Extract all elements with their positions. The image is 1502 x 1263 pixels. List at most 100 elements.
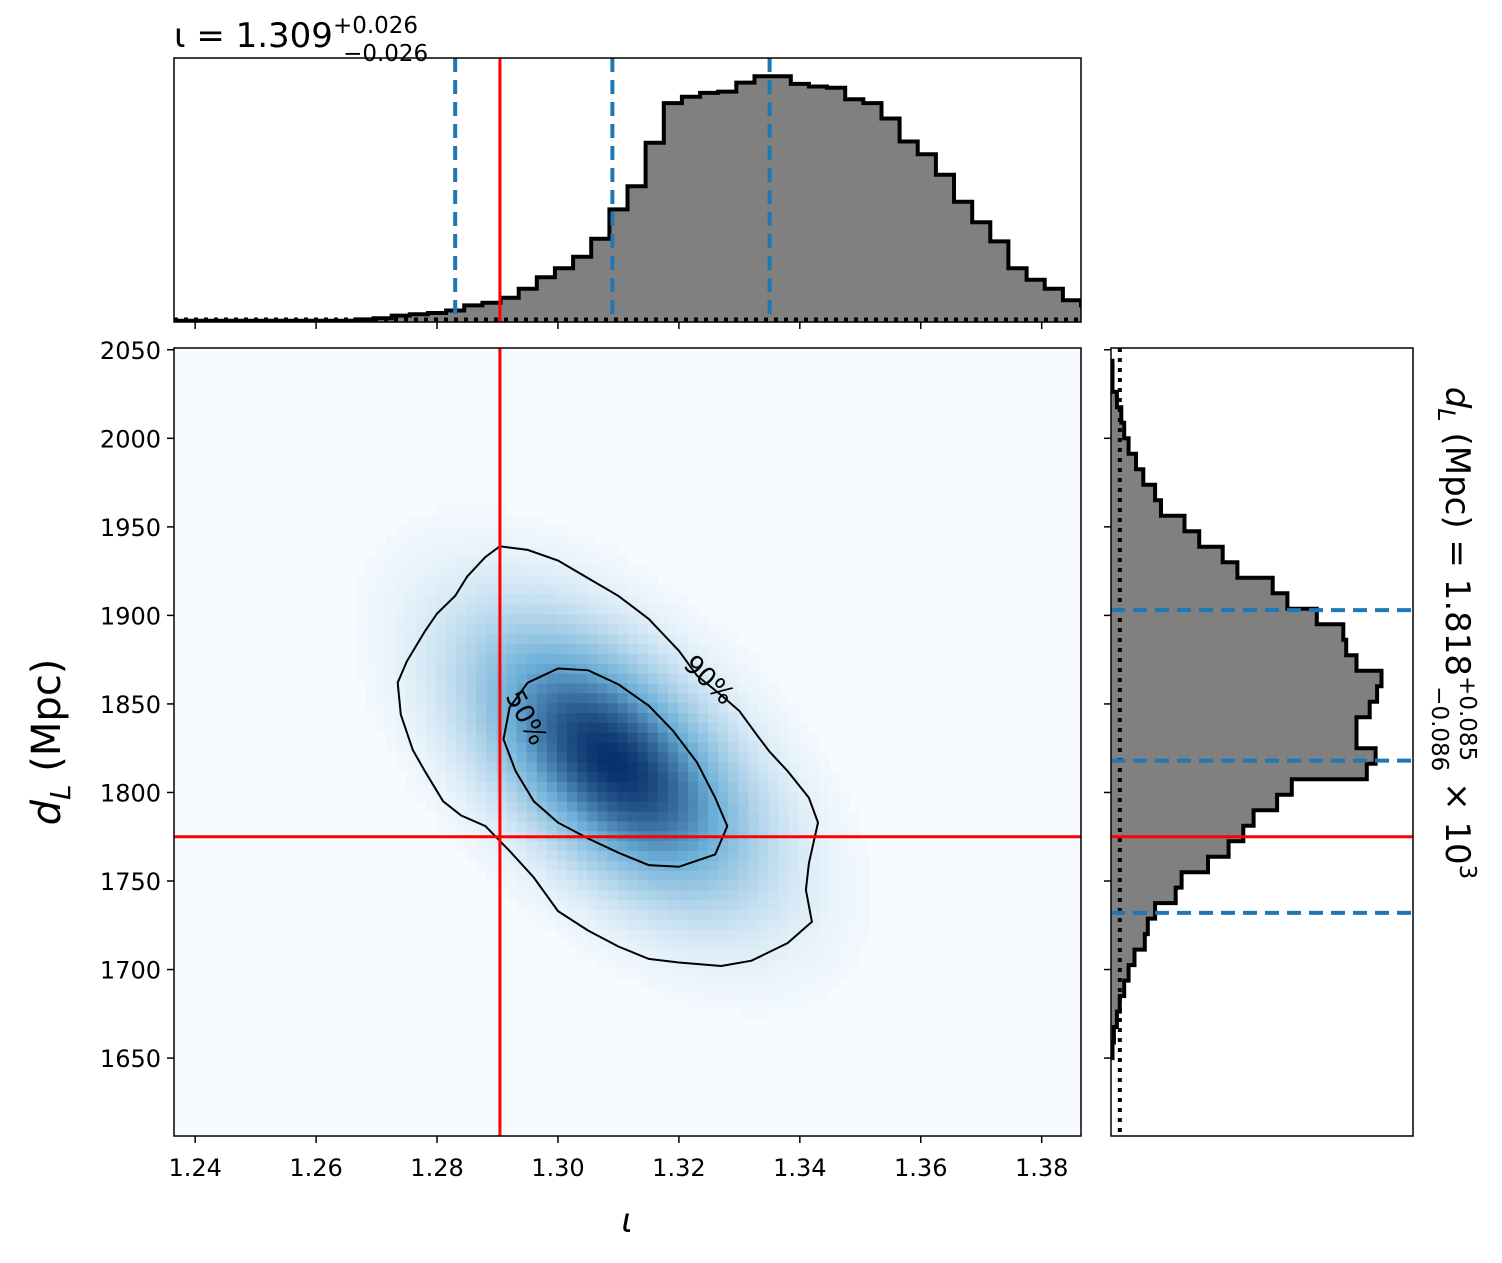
heatmap-cell	[506, 702, 518, 714]
heatmap-cell	[818, 771, 830, 782]
heatmap-cell	[536, 613, 548, 625]
heatmap-cell	[556, 761, 568, 773]
heatmap-cell	[567, 574, 578, 585]
heatmap-cell	[587, 732, 598, 743]
heatmap-cell	[728, 732, 739, 743]
heatmap-cell	[808, 732, 820, 743]
heatmap-cell	[778, 732, 790, 743]
heatmap-cell	[687, 663, 699, 674]
heatmap-cell	[627, 613, 639, 625]
y-tick-label: 2050	[100, 337, 161, 365]
heatmap-cell	[667, 771, 679, 782]
heatmap-cell	[728, 860, 739, 871]
heatmap-cell	[677, 761, 689, 773]
heatmap-cell	[355, 594, 367, 605]
heatmap-cell	[395, 604, 407, 615]
heatmap-cell	[516, 781, 528, 792]
heatmap-cell	[728, 682, 739, 694]
heatmap-cell	[506, 535, 518, 546]
heatmap-cell	[677, 988, 689, 999]
heatmap-cell	[577, 909, 588, 920]
heatmap-cell	[496, 515, 508, 526]
heatmap-cell	[486, 840, 498, 851]
heatmap-cell	[637, 939, 649, 950]
heatmap-cell	[667, 978, 679, 989]
heatmap-cell	[829, 929, 840, 940]
heatmap-cell	[687, 919, 699, 930]
heatmap-cell	[536, 633, 548, 645]
right-hist-bar	[1111, 1011, 1117, 1028]
heatmap-cell	[425, 682, 437, 694]
heatmap-cell	[637, 840, 649, 851]
heatmap-cell	[687, 761, 699, 773]
heatmap-cell	[476, 771, 488, 782]
heatmap-cell	[607, 584, 619, 595]
heatmap-cell	[788, 771, 800, 782]
top-hist-bar	[1117, 313, 1136, 322]
top-hist-bar	[954, 201, 973, 322]
heatmap-cell	[486, 574, 498, 585]
heatmap-cell	[818, 860, 830, 871]
heatmap-cell	[718, 929, 729, 940]
heatmap-cell	[496, 742, 508, 753]
heatmap-cell	[788, 840, 800, 851]
heatmap-cell	[698, 850, 709, 861]
heatmap-cell	[587, 702, 598, 714]
heatmap-cell	[718, 623, 729, 635]
heatmap-cell	[546, 613, 558, 625]
heatmap-cell	[677, 850, 689, 861]
heatmap-cell	[617, 791, 629, 802]
heatmap-cell	[526, 850, 538, 861]
heatmap-cell	[567, 633, 578, 645]
heatmap-cell	[385, 535, 397, 546]
heatmap-cell	[808, 791, 820, 802]
top-hist-bar	[1172, 319, 1191, 322]
heatmap-cell	[456, 732, 467, 743]
heatmap-cell	[597, 761, 608, 773]
heatmap-cell	[617, 712, 629, 723]
heatmap-cell	[647, 870, 659, 881]
heatmap-cell	[698, 870, 709, 881]
heatmap-cell	[456, 722, 467, 733]
heatmap-cell	[667, 958, 679, 970]
heatmap-cell	[657, 712, 669, 723]
heatmap-cell	[556, 751, 568, 763]
heatmap-cell	[466, 535, 477, 546]
heatmap-cell	[546, 879, 558, 891]
heatmap-cell	[708, 899, 719, 911]
heatmap-cell	[687, 722, 699, 733]
heatmap-cell	[708, 840, 719, 851]
heatmap-cell	[647, 702, 659, 714]
heatmap-cell	[496, 623, 508, 635]
heatmap-cell	[466, 594, 477, 605]
heatmap-cell	[476, 850, 488, 861]
heatmap-cell	[778, 850, 790, 861]
heatmap-cell	[536, 653, 548, 664]
heatmap-cell	[859, 860, 870, 871]
heatmap-cell	[577, 791, 588, 802]
right-hist-bar	[1111, 980, 1125, 997]
heatmap-cell	[728, 850, 739, 861]
heatmap-cell	[798, 742, 810, 753]
top-hist-bar	[863, 103, 882, 322]
heatmap-cell	[365, 604, 377, 615]
heatmap-cell	[657, 968, 669, 979]
heatmap-cell	[637, 919, 649, 930]
heatmap-cell	[395, 751, 407, 763]
heatmap-cell	[526, 663, 538, 674]
heatmap-cell	[536, 574, 548, 585]
heatmap-cell	[587, 584, 598, 595]
contour-90-line	[396, 545, 820, 968]
heatmap-cell	[496, 712, 508, 723]
heatmap-cell	[687, 742, 699, 753]
heatmap-cell	[687, 820, 699, 832]
heatmap-cell	[667, 623, 679, 635]
heatmap-cell	[425, 554, 437, 566]
heatmap-cell	[567, 742, 578, 753]
heatmap-cell	[556, 535, 568, 546]
heatmap-cell	[405, 604, 417, 615]
heatmap-cell	[597, 545, 608, 556]
heatmap-cell	[385, 564, 397, 576]
heatmap-cell	[395, 673, 407, 684]
heatmap-cell	[788, 712, 800, 723]
